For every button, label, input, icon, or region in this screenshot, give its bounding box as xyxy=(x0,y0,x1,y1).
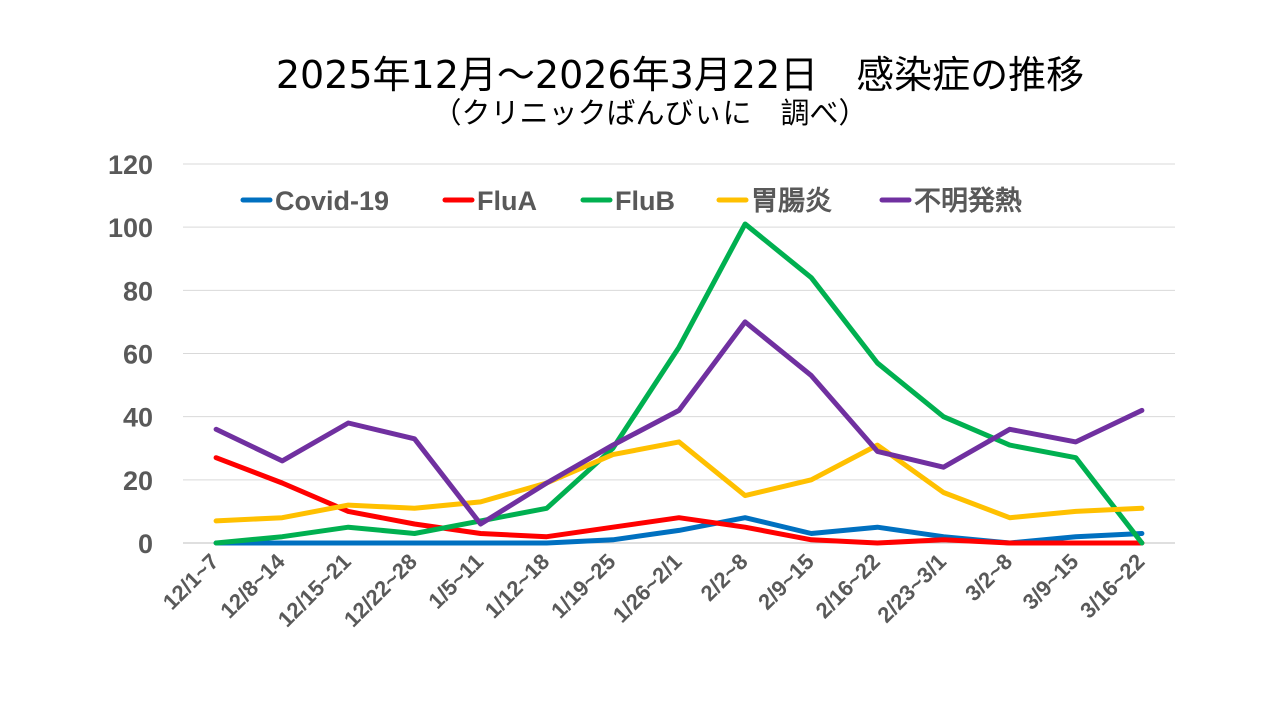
x-tick-label: 1/12~18 xyxy=(480,549,554,623)
y-tick-label: 80 xyxy=(123,276,153,306)
x-tick-label: 2/2~8 xyxy=(696,549,753,606)
y-tick-label: 100 xyxy=(108,213,153,243)
series-line-2 xyxy=(213,455,1145,546)
y-tick-label: 40 xyxy=(123,403,153,433)
legend-label: FluB xyxy=(615,186,675,216)
legend-label: 胃腸炎 xyxy=(751,186,832,216)
x-tick-label: 2/23~3/1 xyxy=(872,549,951,628)
x-tick-label: 1/26~2/1 xyxy=(608,549,687,628)
series-lines xyxy=(213,221,1145,546)
legend-label: FluA xyxy=(477,186,537,216)
y-axis-ticks: 0 20 40 60 80 100 120 xyxy=(108,150,153,559)
chart-subtitle: （クリニックばんびぃに 調べ） xyxy=(432,96,868,130)
x-tick-label: 3/16~22 xyxy=(1075,549,1149,623)
legend: Covid-19 FluA FluB 胃腸炎 不明発熱 xyxy=(240,186,1022,216)
chart-title: 2025年12月～2026年3月22日 感染症の推移 xyxy=(275,53,1085,97)
x-tick-label: 3/9~15 xyxy=(1018,549,1084,615)
series-line-3 xyxy=(213,221,1145,546)
y-tick-label: 60 xyxy=(123,340,153,370)
x-tick-label: 3/2~8 xyxy=(960,549,1017,606)
x-tick-label: 1/5~11 xyxy=(423,549,488,614)
x-tick-label: 12/22~28 xyxy=(339,549,422,632)
y-tick-label: 120 xyxy=(108,150,153,180)
y-tick-label: 0 xyxy=(138,529,153,559)
x-tick-label: 12/1~7 xyxy=(158,549,224,615)
x-tick-label: 2/9~15 xyxy=(753,549,819,615)
series-line-5 xyxy=(213,319,1145,527)
y-tick-label: 20 xyxy=(123,466,153,496)
gridlines xyxy=(183,163,1175,544)
legend-label: Covid-19 xyxy=(275,186,389,216)
series-line-4 xyxy=(213,439,1145,524)
legend-label: 不明発熱 xyxy=(914,186,1022,216)
series-line-1 xyxy=(213,515,1145,546)
